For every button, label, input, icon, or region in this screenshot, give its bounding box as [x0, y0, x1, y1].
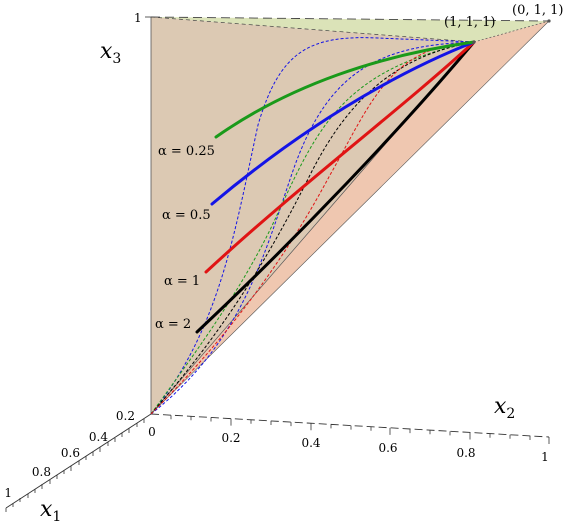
vertex-label-111: (1, 1, 1) [444, 15, 496, 30]
series-curve-alpha-0-5 [210, 40, 476, 206]
projection-curve-alpha-0-25 [150, 41, 475, 415]
x2-axis-line [150, 413, 550, 438]
x2-tick-label: 0.8 [456, 446, 475, 460]
x2-tick-labels: 0 0.2 0.4 0.6 0.8 1 [148, 425, 549, 464]
projection-curve-alpha-2 [150, 41, 475, 415]
series-curve-alpha-0-25 [214, 40, 476, 139]
x2-axis-title: x2 [494, 394, 515, 422]
x1-tick-label: 0.8 [32, 465, 51, 479]
vertex-label-011: (0, 1, 1) [512, 3, 564, 18]
series-label-alpha-2: α = 2 [155, 317, 191, 332]
x2-tick-label: 0.2 [221, 431, 240, 445]
x1-tick-label: 0.6 [61, 446, 80, 460]
series-curves [195, 40, 476, 334]
series-curve-alpha-2 [195, 40, 476, 334]
projection-curve-alpha-0-5-left [150, 37, 475, 415]
back-plane [151, 17, 474, 414]
x1-tick-label: 1 [4, 486, 12, 500]
planes [151, 17, 549, 414]
series-labels: α = 0.25 α = 0.5 α = 1 α = 2 [155, 144, 215, 332]
projection-curve-alpha-0-5-right [150, 41, 475, 415]
series-curve-alpha-1 [204, 40, 476, 274]
top-back-edge [150, 16, 550, 22]
top-plane [151, 17, 549, 42]
top-diag-edge [150, 16, 475, 43]
box-frame [5, 16, 550, 509]
x1-minor-ticks [5, 419, 145, 512]
x2-tick-label: 0.6 [378, 441, 397, 455]
x1-tick-label: 0.4 [89, 430, 108, 444]
x1-axis-title: x1 [40, 497, 61, 523]
projection-curves [150, 37, 475, 415]
x3-axis-title: x3 [100, 39, 121, 67]
vertex-marker-011 [547, 19, 551, 23]
x1-tick-label: 0.2 [116, 409, 135, 423]
x1-tick-labels: 0.2 0.4 0.6 0.8 1 [4, 409, 135, 500]
series-label-alpha-0-5: α = 0.5 [162, 208, 211, 223]
x2-tick-label: 1 [541, 450, 549, 464]
x2-axis-subscript: 2 [506, 406, 515, 422]
vertex-marker-111 [472, 40, 476, 44]
x2-minor-ticks [170, 415, 550, 444]
diag-edge-011 [150, 20, 550, 415]
series-label-alpha-0-25: α = 0.25 [158, 144, 215, 159]
x1-axis-subscript: 1 [52, 509, 61, 523]
x1-axis-line [5, 413, 152, 509]
x2-tick-label: 0.4 [301, 436, 320, 450]
series-label-alpha-1: α = 1 [164, 274, 200, 289]
right-top-edge [473, 20, 550, 43]
x3-axis-subscript: 3 [112, 51, 121, 67]
x2-tick-label: 0 [148, 425, 156, 439]
x3-tick-label: 1 [134, 11, 142, 25]
